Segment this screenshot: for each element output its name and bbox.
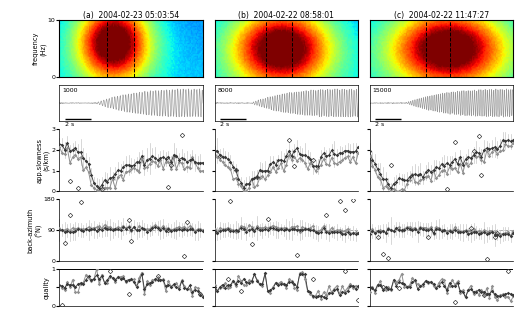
Y-axis label: back-azimuth
(°N): back-azimuth (°N)	[28, 207, 42, 253]
Text: 1000: 1000	[62, 88, 78, 93]
Title: (b)  2004-02-22 08:58:01: (b) 2004-02-22 08:58:01	[238, 11, 334, 20]
Text: 8000: 8000	[217, 88, 233, 93]
Y-axis label: frequency
(Hz): frequency (Hz)	[33, 32, 46, 66]
Title: (c)  2004-02-22 11:47:27: (c) 2004-02-22 11:47:27	[394, 11, 489, 20]
Text: 2 s: 2 s	[376, 122, 385, 127]
Title: (a)  2004-02-23 05:03:54: (a) 2004-02-23 05:03:54	[83, 11, 180, 20]
Text: 2 s: 2 s	[220, 122, 230, 127]
Text: 2 s: 2 s	[65, 122, 74, 127]
Y-axis label: app.slowness
(s/km): app.slowness (s/km)	[36, 138, 50, 183]
Y-axis label: quality: quality	[44, 276, 50, 299]
Text: 15000: 15000	[373, 88, 392, 93]
